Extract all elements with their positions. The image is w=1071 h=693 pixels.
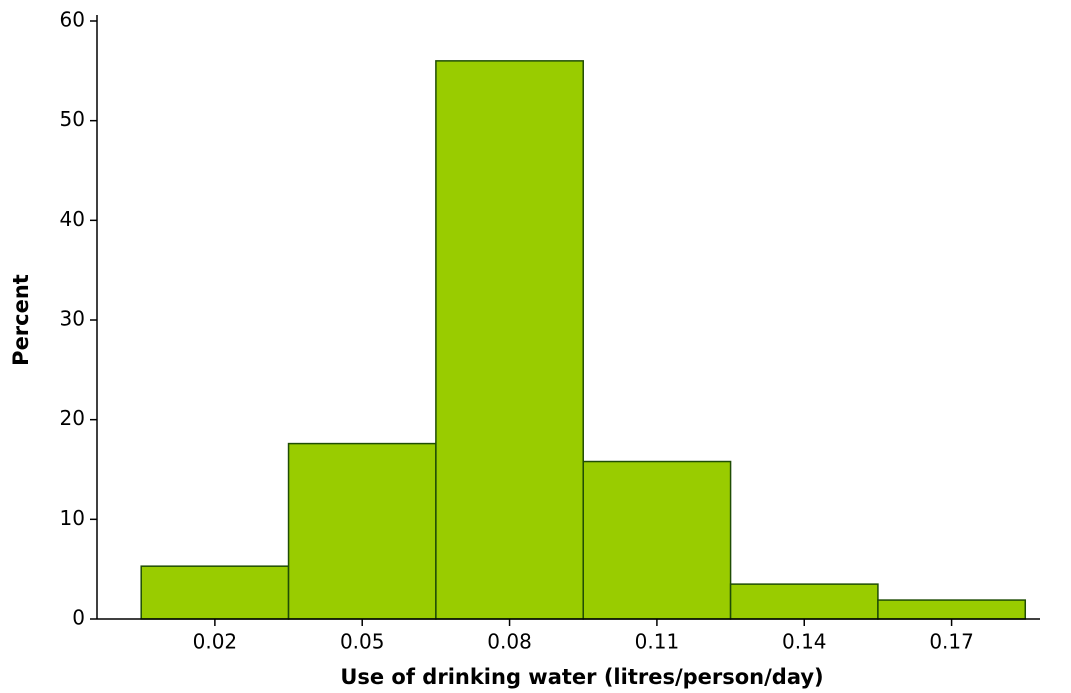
x-tick-label: 0.05: [340, 630, 385, 654]
bar: [729, 583, 879, 620]
x-tick-label: 0.02: [193, 630, 238, 654]
y-tick-label: 60: [60, 8, 85, 32]
y-tick-label: 30: [60, 307, 85, 331]
x-tick-label: 0.11: [635, 630, 680, 654]
y-tick-label: 40: [60, 207, 85, 231]
bar: [287, 442, 437, 620]
bar: [435, 60, 584, 620]
bar: [140, 565, 290, 620]
bar: [877, 599, 1027, 620]
bar: [582, 460, 732, 620]
x-axis-label: Use of drinking water (litres/person/day…: [340, 665, 823, 689]
x-tick-label: 0.14: [782, 630, 827, 654]
y-tick-label: 10: [60, 506, 85, 530]
y-tick-label: 0: [72, 606, 85, 630]
y-tick-label: 20: [60, 406, 85, 430]
y-axis-label: Percent: [9, 274, 33, 366]
x-tick-label: 0.17: [929, 630, 974, 654]
x-tick-label: 0.08: [487, 630, 532, 654]
y-tick-label: 50: [60, 107, 85, 131]
